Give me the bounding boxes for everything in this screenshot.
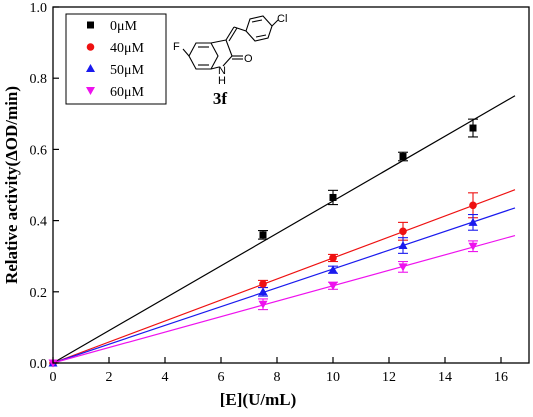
f-bond (182, 48, 190, 57)
x-axis-ticks: 0 2 4 6 8 10 12 14 16 (50, 357, 508, 385)
data-point-0M (329, 193, 337, 201)
plot-frame (52, 6, 530, 364)
x-tick-label: 8 (274, 370, 281, 385)
data-markers (48, 124, 478, 368)
compound-label: 3f (213, 89, 228, 108)
data-point-60M (468, 242, 478, 251)
fit-line-0M (52, 95, 516, 364)
legend-marker-0uM (87, 21, 94, 29)
data-point-40M (469, 201, 477, 210)
phenyl-double-bond-1 (251, 19, 263, 23)
exo-double-bond-2 (228, 27, 238, 42)
data-point-50M (328, 265, 338, 274)
data-point-60M (258, 300, 268, 309)
n-c7a-bond (210, 66, 220, 70)
data-point-60M (328, 282, 338, 291)
exo-double-bond-1 (225, 26, 235, 41)
data-point-50M (468, 217, 478, 226)
atom-fluorine: F (173, 41, 180, 53)
x-tick-label: 6 (218, 370, 225, 385)
x-tick-label: 2 (106, 370, 113, 385)
vinyl-bond (233, 26, 247, 32)
legend: 0μM 40μM 50μM 60μM (65, 13, 167, 105)
x-tick-label: 4 (162, 370, 169, 385)
data-point-40M (329, 254, 337, 262)
atom-oxygen: O (244, 53, 253, 65)
x-axis-title: [E](U/mL) (220, 390, 296, 409)
y-axis-ticks: 0.0 0.2 0.4 0.6 0.8 1.0 (30, 1, 59, 372)
atom-hydrogen: H (218, 75, 226, 87)
atom-nitrogen: N (218, 65, 226, 77)
data-point-40M (399, 227, 407, 236)
legend-marker-50uM (86, 64, 95, 72)
c2-n-bond (222, 55, 233, 67)
data-point-0M (399, 153, 407, 161)
cl-bond (271, 19, 279, 27)
y-tick-label: 0.2 (30, 286, 48, 301)
chlorophenyl-ring (245, 15, 273, 42)
x-tick-label: 16 (494, 370, 508, 385)
atom-chlorine: Cl (277, 13, 287, 25)
error-bars (258, 118, 478, 311)
fit-line-40M (52, 189, 516, 364)
x-tick-label: 12 (382, 370, 396, 385)
legend-label-0uM: 0μM (110, 19, 138, 34)
phenyl-double-bond-2 (255, 34, 267, 38)
y-tick-label: 0.8 (30, 72, 48, 87)
legend-label-50uM: 50μM (110, 63, 145, 78)
legend-marker-40uM (86, 43, 95, 51)
x-tick-label: 0 (50, 370, 57, 385)
data-point-50M (258, 287, 268, 296)
data-point-60M (398, 263, 408, 272)
compound-3f-structure (182, 15, 279, 70)
c3-bond (210, 39, 227, 44)
fit-line-50M (52, 207, 516, 364)
y-tick-label: 0.6 (30, 143, 48, 158)
data-point-0M (259, 231, 267, 239)
c2-c3-bond (225, 39, 233, 57)
legend-box (65, 13, 167, 105)
legend-label-60uM: 60μM (110, 85, 145, 100)
data-point-0M (469, 124, 477, 132)
y-tick-label: 0.0 (30, 357, 48, 372)
x-tick-label: 14 (438, 370, 452, 385)
y-tick-label: 1.0 (30, 1, 48, 16)
legend-label-40uM: 40μM (110, 41, 145, 56)
data-point-40M (259, 280, 267, 288)
y-tick-label: 0.4 (30, 215, 48, 230)
legend-marker-60uM (86, 87, 95, 95)
data-point-50M (398, 241, 408, 250)
y-axis-title: Relative activity(ΔOD/min) (2, 86, 21, 284)
compound-3f-atoms: F Cl O N H 3f (173, 13, 287, 108)
fit-lines (52, 95, 516, 364)
x-tick-label: 10 (326, 370, 340, 385)
fit-line-60M (52, 234, 516, 364)
